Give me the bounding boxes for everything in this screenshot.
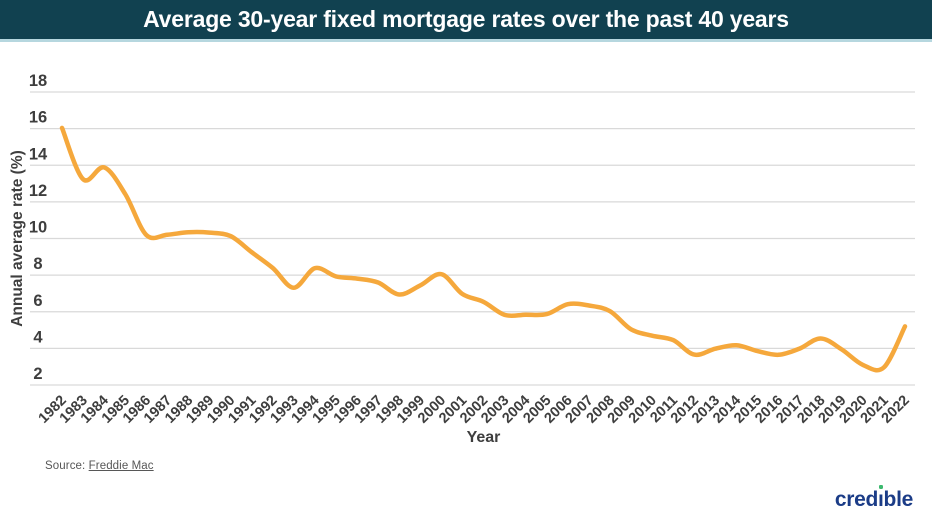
source-label: Source: <box>45 460 86 472</box>
logo-text-pre: cred <box>834 488 878 511</box>
y-tick-label: 4 <box>33 328 43 346</box>
y-axis-title: Annual average rate (%) <box>9 150 26 327</box>
title-bar: Average 30-year fixed mortgage rates ove… <box>0 0 932 42</box>
page-title: Average 30-year fixed mortgage rates ove… <box>143 6 789 32</box>
logo-text-post: ble <box>883 488 914 511</box>
source-link[interactable]: Freddie Mac <box>88 460 154 472</box>
y-tick-label: 18 <box>29 72 47 90</box>
y-tick-label: 8 <box>33 255 42 273</box>
x-axis-title: Year <box>467 429 501 446</box>
credible-logo: credıble <box>834 484 914 511</box>
y-tick-label: 2 <box>33 365 42 383</box>
y-tick-label: 12 <box>29 182 47 200</box>
rate-line <box>59 125 908 373</box>
y-tick-label: 14 <box>29 145 48 163</box>
y-tick-label: 10 <box>29 219 47 237</box>
mortgage-rates-chart: 2468101214161819821983198419851986198719… <box>9 72 915 446</box>
y-tick-label: 16 <box>29 109 47 127</box>
logo-letter-i: ı <box>878 484 884 511</box>
source-line: Source: Freddie Mac <box>45 460 154 472</box>
chart-area: 2 4 6 8 10 12 14 16 18 1982 1983 1984 1985 1986 1987 19… <box>0 55 932 455</box>
y-tick-label: 6 <box>33 292 42 310</box>
